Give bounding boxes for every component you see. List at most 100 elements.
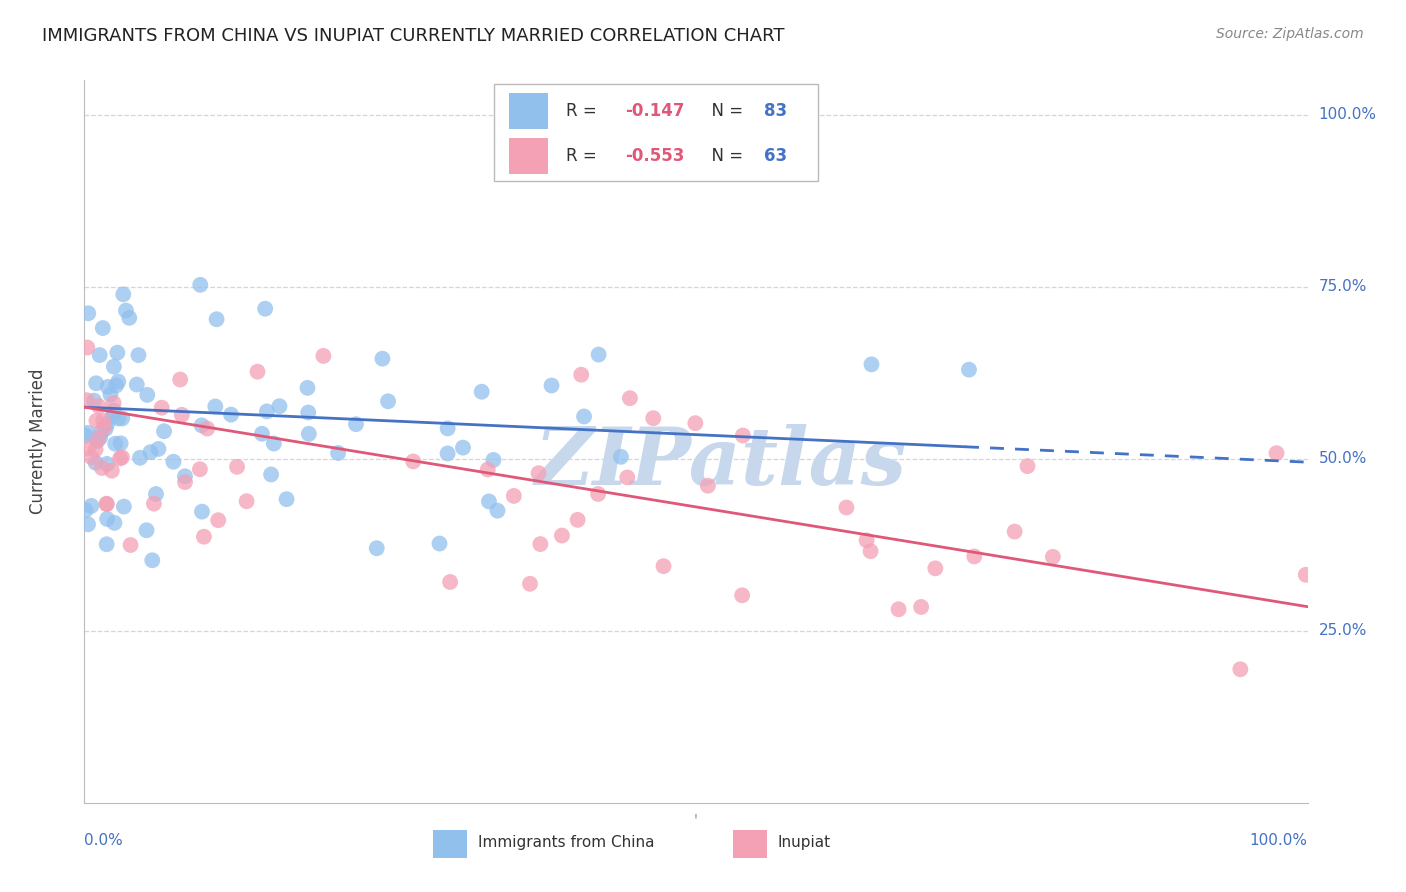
Point <box>129 450 152 465</box>
Point <box>76 425 98 440</box>
Point <box>91 321 114 335</box>
Point <box>910 599 932 614</box>
Point <box>96 497 118 511</box>
Point <box>643 411 665 425</box>
Point <box>115 303 138 318</box>
Text: 63: 63 <box>765 147 787 165</box>
Point <box>94 422 117 436</box>
Bar <box>433 830 467 858</box>
Point <box>1017 459 1039 474</box>
Point <box>108 451 131 466</box>
Point <box>141 553 163 567</box>
Point <box>75 503 97 517</box>
Point <box>344 417 367 432</box>
Text: Currently Married: Currently Married <box>30 368 46 515</box>
Point <box>111 450 134 465</box>
Text: 50.0%: 50.0% <box>1319 451 1367 467</box>
Point <box>97 380 120 394</box>
Point <box>269 399 291 413</box>
Point <box>471 384 494 399</box>
Point <box>529 537 551 551</box>
Point <box>219 408 242 422</box>
Point <box>87 433 110 447</box>
Point <box>207 513 229 527</box>
Point <box>153 424 176 438</box>
Point <box>89 431 111 445</box>
Point <box>402 454 425 468</box>
Bar <box>509 138 548 174</box>
Point <box>250 426 273 441</box>
Point <box>96 537 118 551</box>
Point <box>924 561 946 575</box>
Point <box>162 455 184 469</box>
Point <box>246 365 269 379</box>
Point <box>226 459 249 474</box>
Point <box>76 393 98 408</box>
Bar <box>733 830 766 858</box>
Point <box>96 457 118 471</box>
Point <box>111 411 134 425</box>
Point <box>120 538 142 552</box>
Point <box>482 453 505 467</box>
Text: 25.0%: 25.0% <box>1319 624 1367 639</box>
Point <box>96 417 118 431</box>
Point <box>107 375 129 389</box>
Text: N =: N = <box>700 147 748 165</box>
Text: Inupiat: Inupiat <box>778 835 831 850</box>
Point <box>1229 662 1251 676</box>
Point <box>731 588 754 602</box>
Point <box>84 442 107 457</box>
Point <box>298 426 321 441</box>
Text: Immigrants from China: Immigrants from China <box>478 835 655 850</box>
Point <box>103 396 125 410</box>
Text: IMMIGRANTS FROM CHINA VS INUPIAT CURRENTLY MARRIED CORRELATION CHART: IMMIGRANTS FROM CHINA VS INUPIAT CURRENT… <box>42 27 785 45</box>
Point <box>80 450 103 465</box>
Point <box>569 368 592 382</box>
Point <box>127 348 149 362</box>
Point <box>519 576 541 591</box>
Point <box>254 301 277 316</box>
Point <box>169 373 191 387</box>
Text: 0.0%: 0.0% <box>84 833 124 848</box>
Point <box>188 462 211 476</box>
Point <box>86 434 108 448</box>
Point <box>235 494 257 508</box>
Point <box>86 414 108 428</box>
Text: -0.553: -0.553 <box>626 147 685 165</box>
Point <box>610 450 633 464</box>
Point <box>150 401 173 415</box>
Point <box>478 494 501 508</box>
Point <box>91 414 114 428</box>
Point <box>84 456 107 470</box>
Point <box>139 445 162 459</box>
Point <box>731 428 754 442</box>
Point <box>100 387 122 401</box>
Point <box>77 306 100 320</box>
Point <box>477 462 499 476</box>
Point <box>260 467 283 482</box>
Point <box>91 461 114 475</box>
Point <box>685 416 707 430</box>
Point <box>104 436 127 450</box>
Point <box>439 574 461 589</box>
Point <box>125 377 148 392</box>
Point <box>112 287 135 301</box>
Point <box>204 400 226 414</box>
Point <box>145 487 167 501</box>
Point <box>89 348 111 362</box>
FancyBboxPatch shape <box>494 84 818 181</box>
Point <box>377 394 399 409</box>
Point <box>190 418 212 433</box>
Point <box>103 516 125 530</box>
Text: -0.147: -0.147 <box>626 103 685 120</box>
Point <box>696 479 718 493</box>
Point <box>90 425 112 440</box>
Point <box>170 408 193 422</box>
Point <box>312 349 335 363</box>
Point <box>174 475 197 489</box>
Point <box>451 441 474 455</box>
Point <box>101 409 124 423</box>
Point <box>77 517 100 532</box>
Point <box>103 359 125 374</box>
Text: 100.0%: 100.0% <box>1319 107 1376 122</box>
